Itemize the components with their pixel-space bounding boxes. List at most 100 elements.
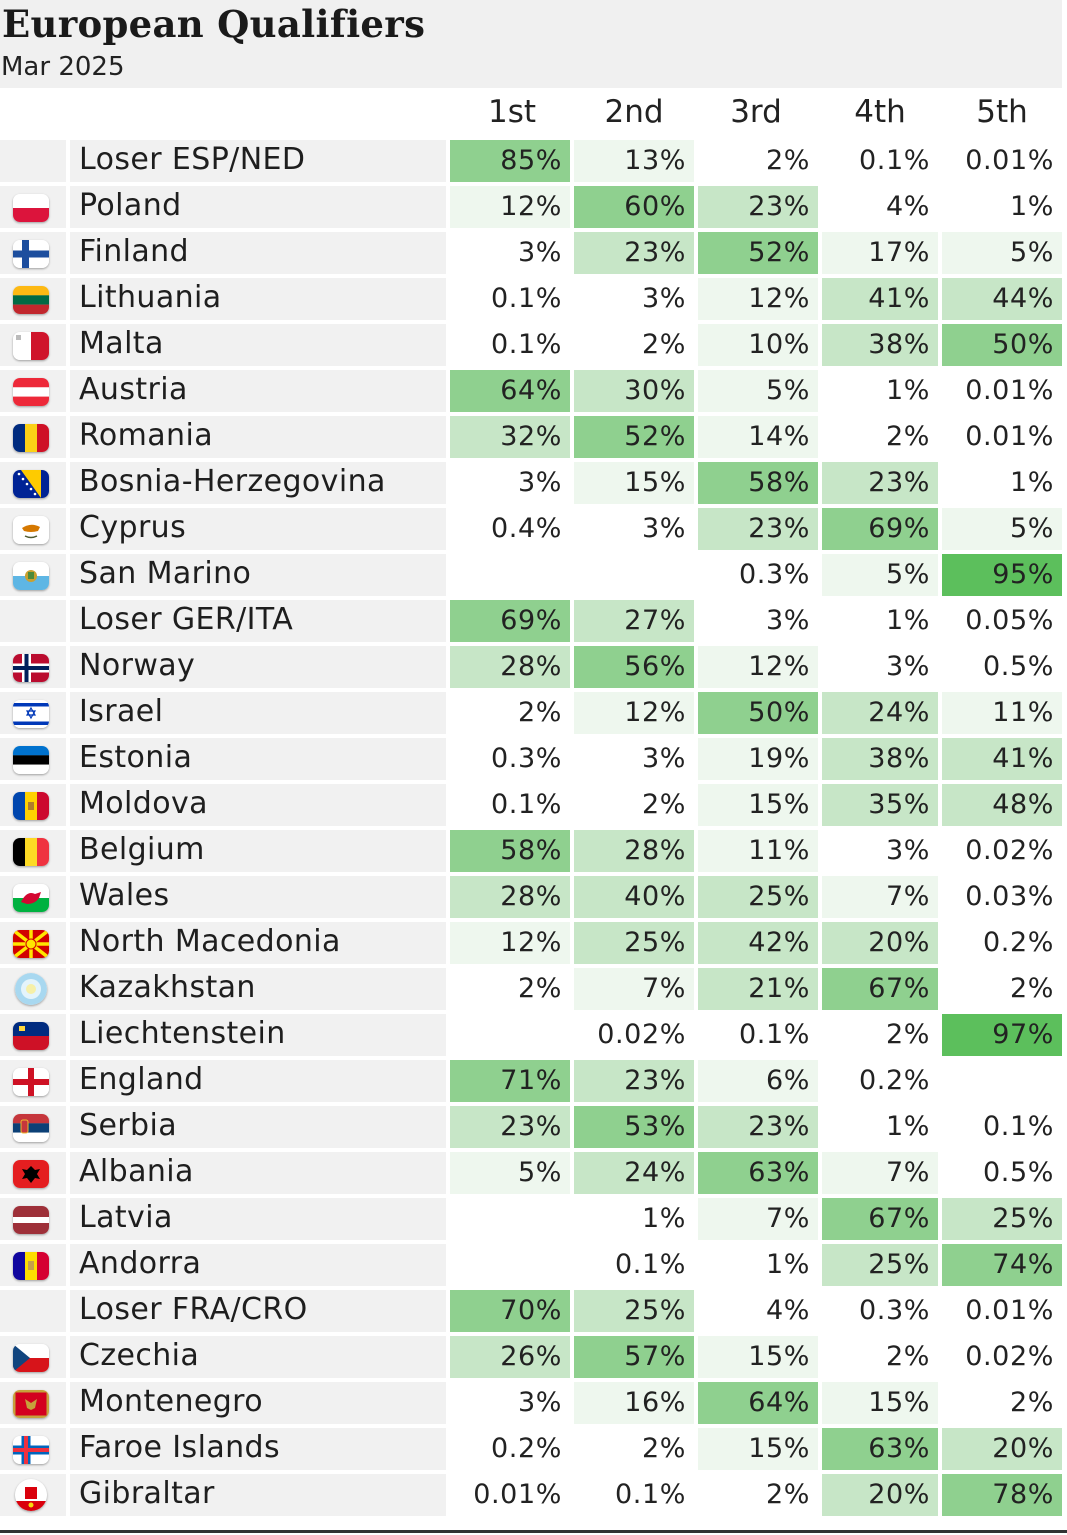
- probability-cell-3rd: 21%: [698, 968, 818, 1010]
- team-name-cell: Serbia: [70, 1106, 446, 1148]
- probability-cell-5th: 1%: [1009, 191, 1054, 222]
- team-name: San Marino: [79, 556, 252, 591]
- probability-cell-5th: 2%: [1009, 973, 1054, 1004]
- team-name-cell: England: [70, 1060, 446, 1102]
- flag-cell: [0, 1382, 66, 1424]
- flag-cell: [0, 968, 66, 1010]
- cyprus-flag-icon: [13, 516, 49, 544]
- probability-cell-1st: 2%: [517, 973, 562, 1004]
- probability-cell-1st: 28%: [450, 646, 570, 688]
- team-name: Liechtenstein: [79, 1016, 286, 1051]
- table-row: Belgium 58% 28% 11% 3% 0.02%: [0, 829, 1062, 873]
- probability-cell-3rd: 52%: [698, 232, 818, 274]
- flag-cell: [0, 416, 66, 458]
- probability-cell-3rd: 2%: [765, 1479, 810, 1510]
- flag-cell: [0, 370, 66, 412]
- flag-cell: [0, 1244, 66, 1286]
- gibraltar-flag-icon: [15, 1479, 47, 1511]
- team-name: North Macedonia: [79, 924, 341, 959]
- flag-cell: [0, 1014, 66, 1056]
- team-name: Andorra: [79, 1246, 202, 1281]
- team-name-cell: North Macedonia: [70, 922, 446, 964]
- team-name-cell: Belgium: [70, 830, 446, 872]
- probability-cell-3rd: 15%: [698, 1428, 818, 1470]
- probability-cell-2nd: 25%: [574, 1290, 694, 1332]
- probability-cell-2nd: 2%: [641, 789, 686, 820]
- table-row: Albania 5% 24% 63% 7% 0.5%: [0, 1151, 1062, 1195]
- probability-cell-5th: 0.1%: [983, 1111, 1054, 1142]
- team-name-cell: Andorra: [70, 1244, 446, 1286]
- probability-cell-3rd: 50%: [698, 692, 818, 734]
- table-row: Estonia 0.3% 3% 19% 38% 41%: [0, 737, 1062, 781]
- probability-cell-1st: 3%: [517, 467, 562, 498]
- probability-cell-4th: 1%: [885, 375, 930, 406]
- flag-cell: [0, 1106, 66, 1148]
- table-row: Romania 32% 52% 14% 2% 0.01%: [0, 415, 1062, 459]
- probability-cell-1st: [450, 1014, 570, 1056]
- team-name: Norway: [79, 648, 196, 683]
- probability-cell-1st: 12%: [450, 922, 570, 964]
- team-name: Faroe Islands: [79, 1430, 280, 1465]
- probability-cell-2nd: 7%: [574, 968, 694, 1010]
- andorra-flag-icon: [13, 1252, 49, 1280]
- probability-cell-2nd: 28%: [574, 830, 694, 872]
- team-name: Israel: [79, 694, 164, 729]
- belgium-flag-icon: [13, 838, 49, 866]
- team-name-cell: Montenegro: [70, 1382, 446, 1424]
- probability-cell-2nd: 3%: [641, 513, 686, 544]
- probability-cell-3rd: 19%: [698, 738, 818, 780]
- team-name: Austria: [79, 372, 188, 407]
- flag-cell: [0, 508, 66, 550]
- probability-cell-3rd: 12%: [698, 646, 818, 688]
- probability-cell-2nd: 3%: [641, 283, 686, 314]
- flag-cell: [0, 784, 66, 826]
- team-name: Serbia: [79, 1108, 177, 1143]
- probability-cell-5th: 41%: [942, 738, 1062, 780]
- probability-cell-4th: 24%: [822, 692, 938, 734]
- flag-cell: [0, 738, 66, 780]
- team-name-cell: Faroe Islands: [70, 1428, 446, 1470]
- team-name: Malta: [79, 326, 164, 361]
- probability-cell-1st: 0.2%: [491, 1433, 562, 1464]
- probability-cell-4th: 0.1%: [859, 145, 930, 176]
- probability-cell-5th: 1%: [1009, 467, 1054, 498]
- probability-cell-1st: 28%: [450, 876, 570, 918]
- faroe-islands-flag-icon: [13, 1436, 49, 1464]
- probability-cell-2nd: 2%: [641, 1433, 686, 1464]
- probability-cell-3rd: 23%: [698, 1106, 818, 1148]
- probability-cell-3rd: 10%: [698, 324, 818, 366]
- table-row: Norway 28% 56% 12% 3% 0.5%: [0, 645, 1062, 689]
- team-name: Wales: [79, 878, 170, 913]
- table-row: Loser GER/ITA 69% 27% 3% 1% 0.05%: [0, 599, 1062, 643]
- probability-cell-5th: 0.01%: [965, 375, 1054, 406]
- team-name: Gibraltar: [79, 1476, 215, 1511]
- latvia-flag-icon: [13, 1206, 49, 1234]
- table-row: Kazakhstan 2% 7% 21% 67% 2%: [0, 967, 1062, 1011]
- team-name: Lithuania: [79, 280, 222, 315]
- team-name: Cyprus: [79, 510, 187, 545]
- flag-cell: [0, 1198, 66, 1240]
- probability-cell-1st: 0.4%: [491, 513, 562, 544]
- table-row: San Marino 0.3% 5% 95%: [0, 553, 1062, 597]
- flag-cell: [0, 278, 66, 320]
- probability-cell-2nd: 30%: [574, 370, 694, 412]
- probability-cell-4th: 41%: [822, 278, 938, 320]
- probability-cell-5th: 0.03%: [965, 881, 1054, 912]
- flag-cell: [0, 186, 66, 228]
- probability-cell-5th: 0.01%: [965, 1295, 1054, 1326]
- table-row: Gibraltar 0.01% 0.1% 2% 20% 78%: [0, 1473, 1062, 1517]
- probability-cell-5th: 5%: [942, 232, 1062, 274]
- table-row: Serbia 23% 53% 23% 1% 0.1%: [0, 1105, 1062, 1149]
- table-row: Loser FRA/CRO 70% 25% 4% 0.3% 0.01%: [0, 1289, 1062, 1333]
- table-row: Czechia 26% 57% 15% 2% 0.02%: [0, 1335, 1062, 1379]
- probability-cell-4th: 23%: [822, 462, 938, 504]
- table-row: Poland 12% 60% 23% 4% 1%: [0, 185, 1062, 229]
- probability-cell-1st: 0.3%: [491, 743, 562, 774]
- column-header-2nd: 2nd: [604, 94, 664, 130]
- table-row: Andorra 0.1% 1% 25% 74%: [0, 1243, 1062, 1287]
- probability-cell-3rd: 12%: [698, 278, 818, 320]
- flag-cell: [0, 324, 66, 366]
- team-name-cell: Wales: [70, 876, 446, 918]
- team-name-cell: Gibraltar: [70, 1474, 446, 1516]
- probability-cell-1st: 0.1%: [491, 789, 562, 820]
